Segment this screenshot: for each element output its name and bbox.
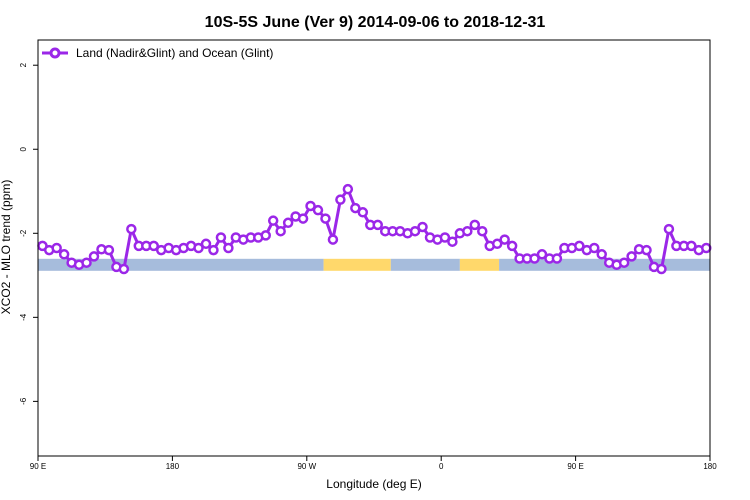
data-point-0-74	[589, 242, 600, 254]
data-point-0-51	[417, 221, 428, 233]
data-point-0-66	[529, 253, 540, 264]
data-point-0-6	[81, 257, 92, 268]
data-point-0-62	[499, 234, 510, 245]
data-point-0-40	[335, 194, 346, 205]
x-axis: 90 E 180 90 W 0 90 E 180	[30, 456, 717, 471]
y-axis: 2 0 -2 -4 -6	[19, 62, 38, 405]
x-tick-label-1: 180	[166, 462, 180, 471]
y-axis-title: XCO2 - MLO trend (ppm)	[0, 180, 13, 315]
data-point-0-67	[536, 249, 548, 260]
plot-frame	[37, 39, 711, 457]
y-tick-label-0: 2	[19, 62, 28, 67]
data-point-0-33	[282, 217, 294, 229]
data-point-0-58	[469, 219, 481, 231]
data-point-0-69	[551, 253, 563, 264]
surface-band-land-1	[323, 258, 391, 271]
data-point-0-79	[626, 251, 637, 262]
data-point-0-3	[58, 249, 70, 260]
data-point-0-84	[663, 223, 675, 235]
data-point-0-61	[491, 238, 503, 250]
y-tick-label-2: -2	[19, 229, 28, 237]
data-point-0-31	[267, 215, 279, 226]
data-point-0-2	[51, 242, 62, 254]
surface-band-land-3	[459, 258, 500, 271]
data-point-0-22	[200, 238, 212, 250]
data-point-0-9	[103, 244, 115, 256]
x-tick-label-3: 0	[439, 462, 444, 471]
x-tick-label-4: 90 E	[567, 462, 583, 471]
data-point-0-54	[439, 232, 451, 243]
data-point-0-37	[312, 204, 324, 216]
data-point-0-36	[305, 200, 316, 212]
data-point-0-50	[409, 225, 421, 237]
data-point-0-43	[357, 207, 369, 218]
data-point-0-59	[477, 225, 488, 237]
data-point-0-72	[574, 240, 585, 252]
legend-label: Land (Nadir&Glint) and Ocean (Glint)	[76, 46, 273, 60]
surface-band-ocean-0	[38, 258, 324, 271]
data-point-0-25	[223, 242, 234, 254]
data-point-0-24	[215, 232, 227, 243]
x-axis-title: Longitude (deg E)	[326, 477, 421, 491]
y-tick-label-4: -6	[19, 397, 28, 405]
data-point-0-63	[506, 240, 518, 252]
surface-band-ocean-2	[390, 258, 460, 271]
data-point-0-89	[701, 242, 712, 254]
data-point-0-23	[208, 244, 219, 256]
data-point-0-75	[596, 249, 607, 260]
data-point-0-35	[297, 213, 309, 224]
series-layer	[37, 183, 712, 275]
data-point-0-87	[686, 240, 697, 252]
data-point-0-32	[275, 225, 286, 237]
data-point-0-57	[462, 225, 473, 237]
x-tick-label-5: 180	[703, 462, 717, 471]
data-point-0-81	[641, 244, 652, 256]
data-point-0-41	[342, 183, 354, 195]
y-tick-label-3: -4	[19, 313, 28, 321]
data-point-0-45	[372, 219, 383, 231]
x-tick-label-2: 90 W	[297, 462, 316, 471]
data-point-0-7	[88, 251, 100, 262]
data-point-0-83	[656, 263, 667, 275]
data-point-0-15	[148, 240, 159, 252]
data-point-0-78	[618, 257, 630, 268]
data-point-0-30	[260, 230, 271, 241]
y-tick-label-1: 0	[19, 146, 28, 151]
data-point-0-42	[350, 202, 361, 214]
data-point-0-11	[118, 263, 130, 275]
chart-title: 10S-5S June (Ver 9) 2014-09-06 to 2018-1…	[205, 14, 546, 31]
data-point-0-21	[193, 242, 204, 254]
legend: Land (Nadir&Glint) and Ocean (Glint)	[42, 46, 273, 60]
legend-marker-swatch	[49, 47, 61, 59]
data-point-0-55	[447, 236, 458, 247]
data-point-0-39	[327, 234, 339, 245]
data-point-0-38	[320, 213, 331, 224]
data-point-0-12	[126, 223, 137, 235]
x-tick-label-0: 90 E	[30, 462, 46, 471]
